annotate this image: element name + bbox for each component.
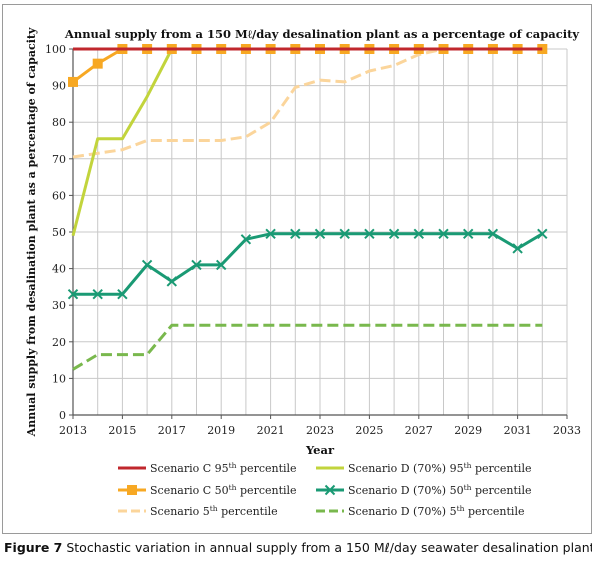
data-point: [117, 289, 128, 300]
y-tick-label: 20: [52, 336, 66, 349]
data-point: [141, 259, 153, 271]
x-tick-label: 2025: [355, 424, 383, 437]
data-point: [68, 76, 78, 87]
x-tick-label: 2021: [257, 424, 285, 437]
x-tick-label: 2029: [454, 424, 482, 437]
x-tick-label: 2033: [553, 424, 581, 437]
x-tick-label: 2027: [405, 424, 433, 437]
legend-entry-3: Scenario D (70%) 95th percentile: [348, 461, 531, 475]
data-point: [388, 228, 400, 240]
data-point: [215, 259, 227, 271]
x-axis-label: Year: [305, 443, 335, 457]
y-tick-label: 40: [52, 263, 66, 276]
y-tick-label: 100: [45, 43, 66, 56]
y-axis-label: Annual supply from desalination plant as…: [25, 27, 38, 437]
y-tick-label: 30: [52, 299, 66, 312]
y-tick-label: 90: [52, 80, 66, 93]
legend-entry-4: Scenario D (70%) 50th percentile: [348, 483, 531, 497]
legend-entry-1: Scenario C 50th percentile: [150, 483, 297, 497]
y-tick-label: 80: [52, 116, 66, 129]
y-tick-label: 60: [52, 189, 66, 202]
series-line-3: [71, 48, 174, 237]
series-line-2: [72, 47, 444, 159]
y-tick-label: 0: [59, 409, 66, 422]
legend-marker: [127, 485, 137, 495]
x-tick-label: 2013: [59, 424, 87, 437]
x-tick-label: 2019: [207, 424, 235, 437]
x-tick-label: 2015: [108, 424, 136, 437]
legend: Scenario C 95th percentile Scenario C 50t…: [118, 461, 531, 518]
figure-caption: Figure 7 Stochastic variation in annual …: [4, 540, 592, 562]
series-line-5: [72, 323, 543, 371]
data-point: [413, 228, 425, 240]
data-point: [364, 228, 375, 240]
chart-title: Annual supply from a 150 Mℓ/day desalina…: [64, 27, 579, 41]
data-point: [438, 228, 449, 240]
data-point: [67, 289, 79, 300]
series-line-4: [73, 232, 544, 296]
data-point: [92, 58, 103, 69]
y-tick-label: 50: [52, 226, 66, 239]
data-point: [339, 228, 350, 240]
y-tick-label: 70: [52, 153, 66, 166]
labels-layer: 0 10 20 30 40 50 60 70 80 90 100 2013 2015 2017 2019 20…: [25, 27, 581, 457]
y-tick-label: 10: [52, 372, 66, 385]
data-point: [240, 234, 252, 245]
caption-text: Stochastic variation in annual supply fr…: [62, 540, 592, 555]
data-point: [512, 243, 523, 254]
x-tick-label: 2031: [504, 424, 532, 437]
legend-marker: [324, 484, 336, 496]
x-tick-label: 2017: [158, 424, 186, 437]
data-point: [265, 228, 276, 240]
legend-entry-5: Scenario D (70%) 5th percentile: [348, 504, 524, 518]
caption-label: Figure 7: [4, 540, 63, 555]
series-layer: [67, 44, 548, 371]
data-point: [92, 289, 103, 300]
data-point: [290, 228, 301, 240]
legend-entry-2: Scenario 5th percentile: [150, 504, 278, 518]
data-point: [487, 228, 499, 240]
data-point: [537, 228, 548, 240]
x-tick-label: 2023: [306, 424, 334, 437]
data-point: [191, 259, 202, 271]
grid-layer: [73, 48, 568, 415]
data-point: [462, 228, 474, 240]
legend-entry-0: Scenario C 95th percentile: [150, 461, 297, 475]
data-point: [166, 276, 178, 287]
data-point: [314, 228, 326, 240]
